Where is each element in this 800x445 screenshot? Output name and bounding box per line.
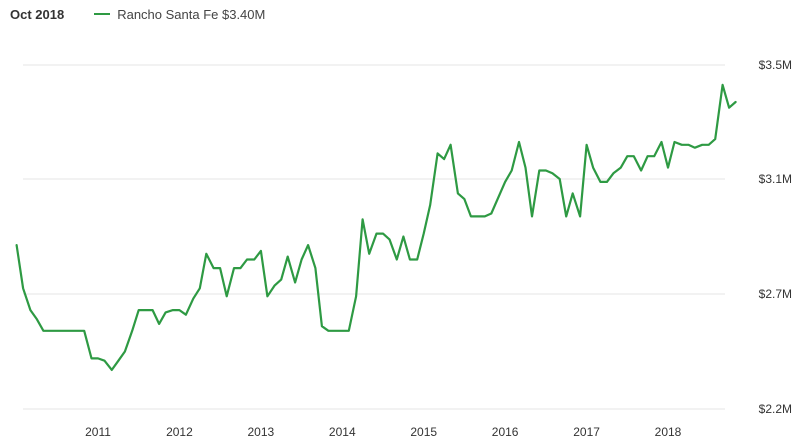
x-tick-label: 2015 [410,425,437,439]
y-tick-label: $2.2M [759,402,792,416]
y-tick-label: $3.5M [759,58,792,72]
series-line [15,83,737,371]
x-axis-ticks: 2011 2012 2013 2014 2015 2016 2017 2018 [85,425,682,439]
x-tick-label: 2017 [573,425,600,439]
chart-header: Oct 2018 Rancho Santa Fe $3.40M [10,4,265,24]
y-axis-ticks: $2.2M $2.7M $3.1M $3.5M [759,58,792,416]
x-tick-label: 2013 [248,425,275,439]
grid-lines [23,64,725,410]
x-tick-label: 2011 [85,425,111,439]
series-lines [15,83,737,371]
y-tick-label: $3.1M [759,172,792,186]
x-tick-label: 2012 [166,425,193,439]
date-label: Oct 2018 [10,6,65,22]
legend: Rancho Santa Fe $3.40M [94,7,265,22]
x-tick-label: 2016 [492,425,519,439]
x-tick-label: 2014 [329,425,356,439]
x-tick-label: 2018 [655,425,682,439]
legend-line-swatch [94,13,111,15]
legend-label: Rancho Santa Fe $3.40M [117,6,266,22]
y-tick-label: $2.7M [759,287,792,301]
